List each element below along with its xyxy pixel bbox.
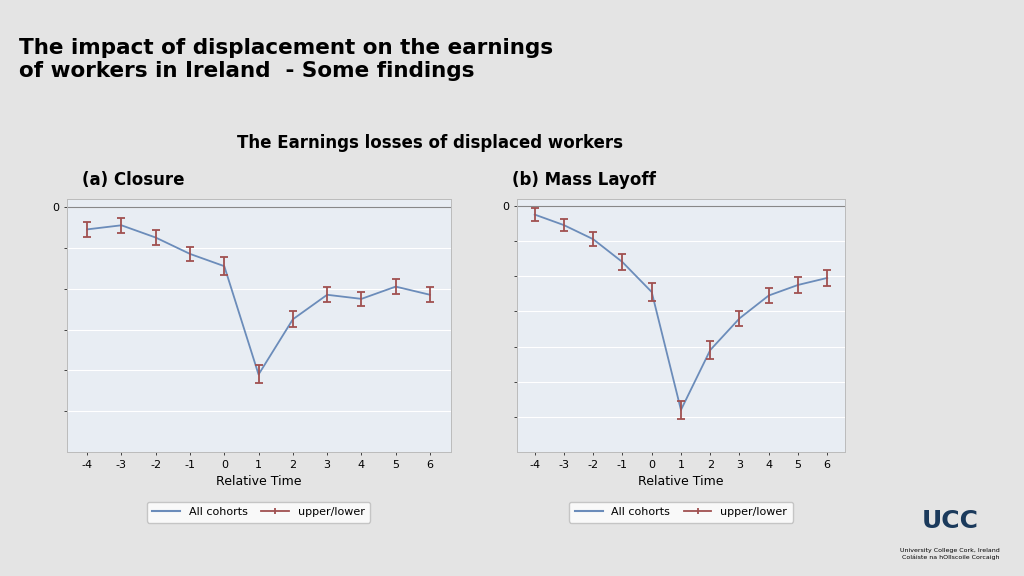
X-axis label: Relative Time: Relative Time bbox=[638, 475, 724, 488]
Text: The Earnings losses of displaced workers: The Earnings losses of displaced workers bbox=[238, 134, 623, 151]
Text: (a) Closure: (a) Closure bbox=[82, 171, 184, 189]
Legend: All cohorts, upper/lower: All cohorts, upper/lower bbox=[146, 502, 371, 522]
Legend: All cohorts, upper/lower: All cohorts, upper/lower bbox=[569, 502, 793, 522]
Text: University College Cork, Ireland
Coláiste na hOllscoile Corcaigh: University College Cork, Ireland Coláist… bbox=[900, 548, 1000, 559]
Text: UCC: UCC bbox=[922, 509, 979, 533]
Text: (b) Mass Layoff: (b) Mass Layoff bbox=[512, 171, 655, 189]
X-axis label: Relative Time: Relative Time bbox=[216, 475, 301, 488]
Text: The impact of displacement on the earnings
of workers in Ireland  - Some finding: The impact of displacement on the earnin… bbox=[18, 38, 553, 81]
